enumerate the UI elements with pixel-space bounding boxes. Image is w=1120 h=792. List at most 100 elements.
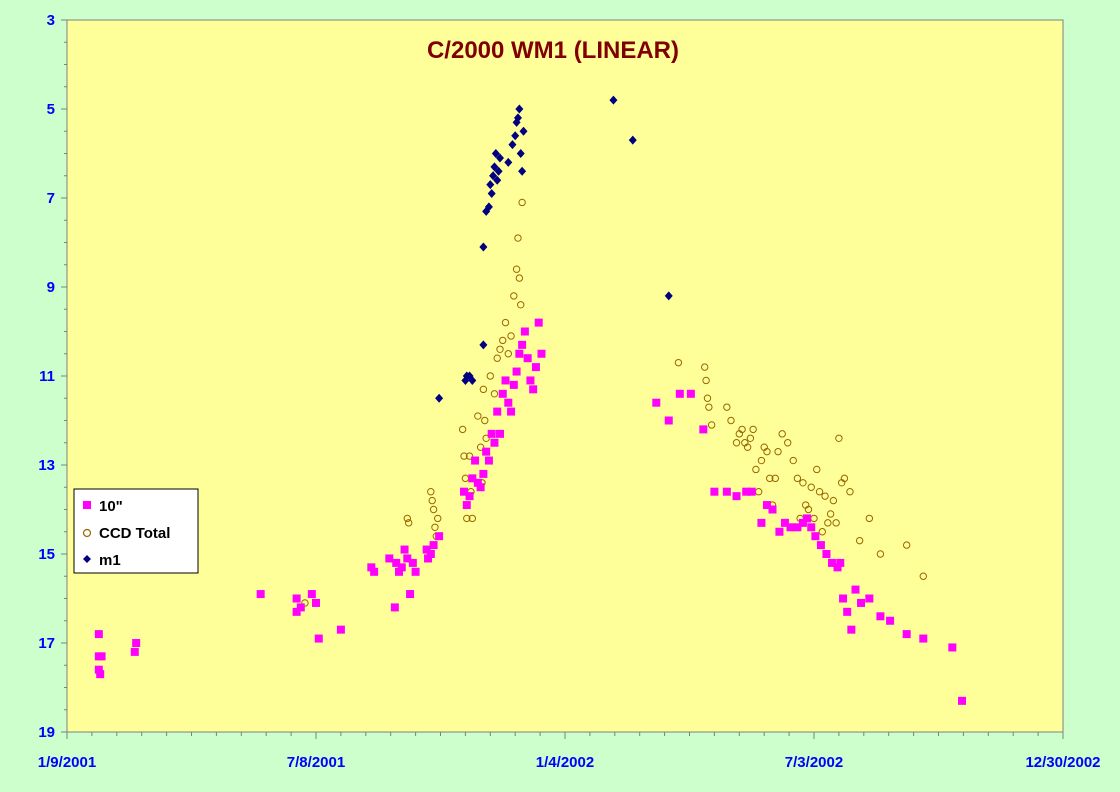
point-ccd-total bbox=[832, 519, 840, 527]
point-10in bbox=[836, 558, 845, 567]
point-ccd-total bbox=[876, 550, 885, 558]
point-10in bbox=[652, 398, 661, 407]
point-10in bbox=[395, 567, 403, 576]
point-ccd-total bbox=[763, 447, 771, 456]
data-marks bbox=[94, 95, 967, 705]
point-10in bbox=[798, 518, 807, 527]
point-ccd-total bbox=[428, 496, 436, 505]
point-m1 bbox=[511, 131, 520, 141]
point-10in bbox=[392, 558, 401, 567]
legend: 10" CCD Total m1 bbox=[73, 488, 199, 574]
point-ccd-total bbox=[865, 514, 874, 523]
point-ccd-total bbox=[431, 523, 439, 531]
point-10in bbox=[471, 456, 480, 465]
point-ccd-total bbox=[514, 234, 522, 242]
point-10in bbox=[793, 523, 802, 532]
point-ccd-total bbox=[703, 394, 712, 402]
point-ccd-total bbox=[846, 488, 854, 496]
point-10in bbox=[498, 389, 507, 398]
point-10in bbox=[958, 696, 967, 705]
point-10in bbox=[484, 456, 493, 465]
point-m1 bbox=[494, 166, 503, 176]
point-ccd-total bbox=[807, 483, 815, 491]
point-ccd-total bbox=[429, 505, 438, 514]
point-ccd-total bbox=[738, 425, 746, 434]
point-ccd-total bbox=[518, 198, 526, 207]
point-m1 bbox=[504, 157, 513, 167]
point-ccd-total bbox=[490, 390, 499, 398]
point-ccd-total bbox=[815, 488, 824, 496]
point-10in bbox=[493, 407, 502, 416]
point-10in bbox=[839, 594, 848, 603]
point-10in bbox=[507, 407, 516, 416]
point-10in bbox=[886, 616, 895, 625]
point-m1 bbox=[490, 162, 499, 172]
point-ccd-total bbox=[835, 434, 843, 442]
point-m1 bbox=[491, 149, 500, 158]
y-axis: 3 5 7 9 11 13 15 17 19 bbox=[38, 12, 67, 741]
point-10in bbox=[476, 483, 485, 492]
point-ccd-total bbox=[732, 439, 741, 447]
point-10in bbox=[523, 354, 532, 363]
point-10in bbox=[465, 492, 474, 501]
point-ccd-total bbox=[804, 505, 813, 514]
point-10in bbox=[94, 630, 103, 639]
point-ccd-total bbox=[434, 514, 442, 523]
point-ccd-total bbox=[840, 474, 849, 483]
point-10in bbox=[468, 474, 477, 483]
point-10in bbox=[919, 634, 928, 643]
y-tick-label: 13 bbox=[38, 457, 55, 474]
point-10in bbox=[747, 487, 756, 496]
point-10in bbox=[397, 563, 406, 572]
point-10in bbox=[710, 487, 719, 496]
point-ccd-total bbox=[474, 412, 482, 420]
point-10in bbox=[780, 518, 789, 527]
point-10in bbox=[526, 376, 535, 385]
legend-marker-ccd bbox=[82, 528, 92, 538]
point-10in bbox=[408, 558, 417, 567]
point-10in bbox=[487, 429, 496, 438]
point-10in bbox=[424, 554, 433, 563]
point-10in bbox=[803, 514, 812, 523]
series-group bbox=[435, 95, 673, 403]
point-10in bbox=[509, 380, 518, 389]
point-10in bbox=[902, 630, 911, 639]
point-ccd-total bbox=[789, 456, 797, 465]
point-10in bbox=[292, 594, 301, 603]
point-ccd-total bbox=[757, 456, 766, 465]
point-10in bbox=[851, 585, 860, 594]
y-tick-label: 5 bbox=[47, 101, 55, 118]
point-10in bbox=[429, 541, 438, 550]
legend-box bbox=[73, 488, 199, 574]
point-10in bbox=[786, 523, 795, 532]
point-10in bbox=[97, 652, 106, 661]
point-10in bbox=[460, 487, 469, 496]
chart-title: C/2000 WM1 (LINEAR) bbox=[427, 37, 679, 64]
point-10in bbox=[876, 612, 885, 621]
point-10in bbox=[367, 563, 376, 572]
legend-marker-m1 bbox=[83, 555, 91, 563]
point-10in bbox=[664, 416, 673, 425]
point-ccd-total bbox=[702, 376, 710, 385]
point-m1 bbox=[435, 393, 444, 403]
point-10in bbox=[686, 389, 695, 398]
point-10in bbox=[537, 349, 546, 358]
point-10in bbox=[833, 563, 842, 572]
point-ccd-total bbox=[799, 479, 807, 487]
point-ccd-total bbox=[515, 274, 524, 282]
point-10in bbox=[94, 665, 103, 674]
point-10in bbox=[775, 527, 784, 536]
y-tick-label: 17 bbox=[38, 635, 55, 652]
point-ccd-total bbox=[476, 443, 485, 451]
y-tick-label: 11 bbox=[39, 368, 55, 385]
point-10in bbox=[96, 670, 105, 679]
point-10in bbox=[675, 389, 684, 398]
legend-label-ccd: CCD Total bbox=[99, 525, 170, 542]
point-ccd-total bbox=[674, 358, 683, 367]
point-m1 bbox=[479, 340, 488, 350]
point-ccd-total bbox=[746, 434, 755, 442]
point-ccd-total bbox=[919, 572, 927, 580]
point-10in bbox=[847, 625, 856, 634]
point-ccd-total bbox=[496, 345, 504, 353]
